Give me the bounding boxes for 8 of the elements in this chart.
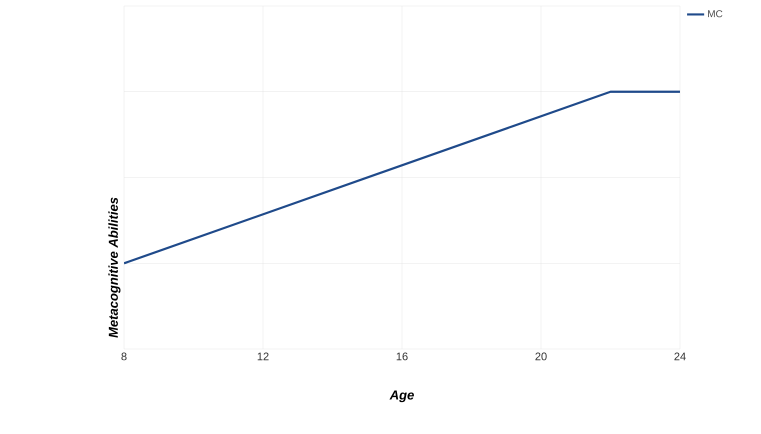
x-tick-label: 16: [396, 352, 408, 360]
x-tick-label: 8: [121, 352, 127, 360]
x-tick-label: 20: [535, 352, 547, 360]
y-axis-title: Metacognitive Abilities: [108, 198, 120, 338]
x-axis-title: Age: [389, 390, 414, 402]
x-tick-label: 24: [674, 352, 686, 360]
legend-label: MC: [708, 10, 722, 18]
x-tick-label: 12: [258, 352, 269, 360]
